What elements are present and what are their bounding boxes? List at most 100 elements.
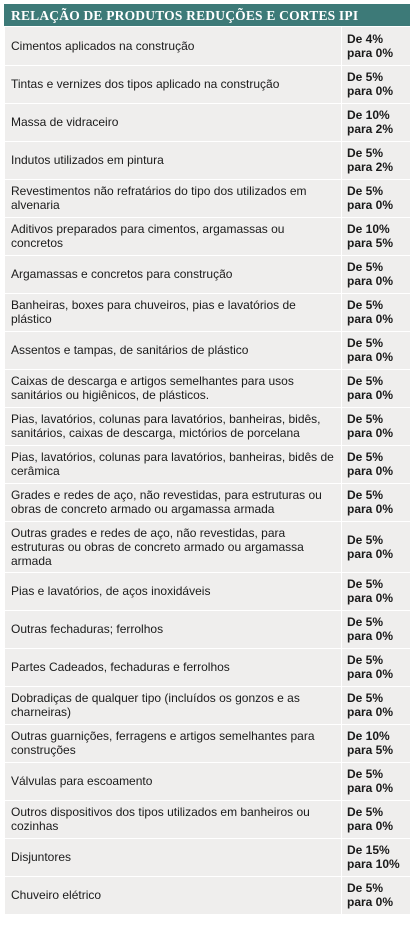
product-name: Massa de vidraceiro xyxy=(4,103,342,142)
product-name: Disjuntores xyxy=(4,838,342,877)
product-name: Caixas de descarga e artigos semelhantes… xyxy=(4,369,342,408)
ipi-to: para 10% xyxy=(347,857,400,871)
table-row: Grades e redes de aço, não revestidas, p… xyxy=(4,483,411,522)
ipi-to: para 0% xyxy=(347,591,394,605)
table-row: Pias e lavatórios, de aços inoxidáveis De… xyxy=(4,572,411,611)
table-row: Cimentos aplicados na construção De 4% par… xyxy=(4,27,411,66)
ipi-from: De 5% xyxy=(347,298,384,312)
product-name: Assentos e tampas, de sanitários de plás… xyxy=(4,331,342,370)
ipi-from: De 5% xyxy=(347,532,384,547)
ipi-to: para 0% xyxy=(347,274,394,288)
table-title: RELAÇÃO DE PRODUTOS REDUÇÕES E CORTES IP… xyxy=(4,4,410,27)
ipi-change: De 5% para 0% xyxy=(341,686,411,725)
table-row: Pias, lavatórios, colunas para lavatório… xyxy=(4,407,411,446)
table-row: Outras fechaduras; ferrolhos De 5% para 0% xyxy=(4,610,411,649)
ipi-change: De 5% para 0% xyxy=(341,65,411,104)
ipi-from: De 5% xyxy=(347,488,384,502)
ipi-change: De 4% para 0% xyxy=(341,27,411,66)
ipi-change: De 5% para 0% xyxy=(341,648,411,687)
ipi-change: De 5% para 2% xyxy=(341,141,411,180)
ipi-from: De 5% xyxy=(347,336,384,350)
ipi-from: De 5% xyxy=(347,653,384,667)
product-name: Grades e redes de aço, não revestidas, p… xyxy=(4,483,342,522)
ipi-to: para 0% xyxy=(347,546,394,561)
table-row: Massa de vidraceiro De 10% para 2% xyxy=(4,103,411,142)
ipi-from: De 5% xyxy=(347,615,384,629)
ipi-from: De 5% xyxy=(347,881,384,895)
ipi-change: De 5% para 0% xyxy=(341,800,411,839)
product-name: Tintas e vernizes dos tipos aplicado na … xyxy=(4,65,342,104)
ipi-to: para 0% xyxy=(347,781,394,795)
ipi-to: para 0% xyxy=(347,705,394,719)
ipi-to: para 0% xyxy=(347,198,394,212)
ipi-from: De 5% xyxy=(347,146,384,160)
product-name: Cimentos aplicados na construção xyxy=(4,27,342,66)
ipi-to: para 0% xyxy=(347,819,394,833)
ipi-change: De 5% para 0% xyxy=(341,179,411,218)
product-name: Revestimentos não refratários do tipo do… xyxy=(4,179,342,218)
product-name: Outras guarnições, ferragens e artigos s… xyxy=(4,724,342,763)
ipi-change: De 5% para 0% xyxy=(341,483,411,522)
ipi-from: De 10% xyxy=(347,222,390,236)
ipi-change: De 5% para 0% xyxy=(341,521,411,573)
ipi-to: para 0% xyxy=(347,895,394,909)
product-name: Outras fechaduras; ferrolhos xyxy=(4,610,342,649)
ipi-from: De 5% xyxy=(347,450,384,464)
table-row: Aditivos preparados para cimentos, argam… xyxy=(4,217,411,256)
ipi-change: De 5% para 0% xyxy=(341,293,411,332)
products-table: Cimentos aplicados na construção De 4% par… xyxy=(4,27,411,915)
ipi-from: De 10% xyxy=(347,108,390,122)
table-row: Disjuntores De 15% para 10% xyxy=(4,838,411,877)
product-name: Pias e lavatórios, de aços inoxidáveis xyxy=(4,572,342,611)
ipi-to: para 0% xyxy=(347,84,394,98)
table-row: Tintas e vernizes dos tipos aplicado na … xyxy=(4,65,411,104)
product-name: Banheiras, boxes para chuveiros, pias e … xyxy=(4,293,342,332)
ipi-change: De 10% para 5% xyxy=(341,217,411,256)
ipi-from: De 10% xyxy=(347,729,390,743)
product-name: Chuveiro elétrico xyxy=(4,876,342,915)
ipi-change: De 5% para 0% xyxy=(341,445,411,484)
table-row: Indutos utilizados em pintura De 5% para 2… xyxy=(4,141,411,180)
table-row: Caixas de descarga e artigos semelhantes… xyxy=(4,369,411,408)
product-name: Dobradiças de qualquer tipo (incluídos o… xyxy=(4,686,342,725)
ipi-change: De 5% para 0% xyxy=(341,762,411,801)
ipi-from: De 5% xyxy=(347,70,384,84)
ipi-to: para 0% xyxy=(347,312,394,326)
ipi-to: para 5% xyxy=(347,236,394,250)
product-name: Aditivos preparados para cimentos, argam… xyxy=(4,217,342,256)
ipi-change: De 5% para 0% xyxy=(341,255,411,294)
ipi-from: De 5% xyxy=(347,374,384,388)
table-row: Outros dispositivos dos tipos utilizados… xyxy=(4,800,411,839)
ipi-change: De 15% para 10% xyxy=(341,838,411,877)
ipi-from: De 5% xyxy=(347,805,384,819)
ipi-change: De 10% para 5% xyxy=(341,724,411,763)
ipi-to: para 2% xyxy=(347,122,394,136)
ipi-from: De 15% xyxy=(347,843,390,857)
ipi-to: para 0% xyxy=(347,45,394,60)
product-name: Válvulas para escoamento xyxy=(4,762,342,801)
ipi-to: para 0% xyxy=(347,388,394,402)
ipi-change: De 5% para 0% xyxy=(341,369,411,408)
ipi-change: De 5% para 0% xyxy=(341,610,411,649)
table-row: Partes Cadeados, fechaduras e ferrolhos D… xyxy=(4,648,411,687)
ipi-to: para 0% xyxy=(347,629,394,643)
ipi-change: De 10% para 2% xyxy=(341,103,411,142)
ipi-to: para 2% xyxy=(347,160,394,174)
ipi-from: De 5% xyxy=(347,260,384,274)
product-name: Indutos utilizados em pintura xyxy=(4,141,342,180)
table-row: Dobradiças de qualquer tipo (incluídos o… xyxy=(4,686,411,725)
table-row: Revestimentos não refratários do tipo do… xyxy=(4,179,411,218)
ipi-to: para 0% xyxy=(347,667,394,681)
product-name: Argamassas e concretos para construção xyxy=(4,255,342,294)
product-name: Outras grades e redes de aço, não revest… xyxy=(4,521,342,573)
table-row: Banheiras, boxes para chuveiros, pias e … xyxy=(4,293,411,332)
product-name: Partes Cadeados, fechaduras e ferrolhos xyxy=(4,648,342,687)
ipi-to: para 5% xyxy=(347,743,394,757)
table-row: Outras guarnições, ferragens e artigos s… xyxy=(4,724,411,763)
ipi-from: De 5% xyxy=(347,577,384,591)
table-row: Pias, lavatórios, colunas para lavatório… xyxy=(4,445,411,484)
table-row: Chuveiro elétrico De 5% para 0% xyxy=(4,876,411,915)
ipi-from: De 5% xyxy=(347,691,384,705)
product-name: Pias, lavatórios, colunas para lavatório… xyxy=(4,407,342,446)
ipi-to: para 0% xyxy=(347,464,394,478)
